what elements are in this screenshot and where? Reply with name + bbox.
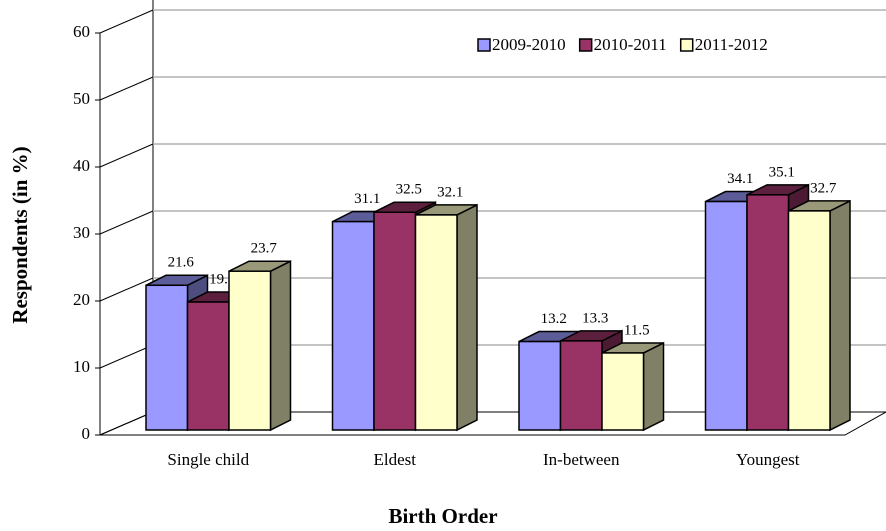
- bar: [373, 211, 417, 431]
- bar: [787, 210, 831, 431]
- x-tick-label: Single child: [167, 450, 249, 469]
- value-label: 23.7: [251, 241, 278, 257]
- bar: [145, 284, 189, 431]
- bar-side: [456, 203, 478, 432]
- y-tick-label: 40: [73, 156, 90, 175]
- value-label: 34.1: [727, 171, 753, 187]
- depth-line: [99, 210, 154, 235]
- y-tick-label: 50: [73, 89, 90, 108]
- x-tick-label: Eldest: [374, 450, 417, 469]
- y-tick-label: 0: [82, 424, 91, 443]
- bar: [746, 194, 790, 431]
- y-tick-label: 20: [73, 290, 90, 309]
- y-tick-label: 10: [73, 357, 90, 376]
- legend-swatch: [578, 38, 593, 52]
- bar: [601, 352, 645, 431]
- x-axis-title: Birth Order: [388, 504, 497, 528]
- legend-label: 2010-2011: [594, 35, 667, 54]
- value-label: 13.2: [541, 311, 567, 327]
- bar: [414, 214, 458, 431]
- value-label: 32.1: [437, 184, 463, 200]
- value-label: 31.1: [354, 191, 380, 207]
- legend-label: 2009-2010: [492, 35, 566, 54]
- depth-line: [99, 9, 154, 34]
- y-axis-title: Respondents (in %): [8, 146, 32, 323]
- bar-side: [269, 259, 292, 432]
- bar: [704, 200, 748, 431]
- x-tick-label: Youngest: [736, 450, 800, 469]
- value-label: 32.7: [810, 180, 837, 196]
- bar: [559, 340, 603, 431]
- y-tick-label: 60: [73, 22, 90, 41]
- bar: [518, 340, 562, 431]
- value-label: 35.1: [769, 164, 795, 180]
- bar: [186, 301, 230, 431]
- legend-swatch: [679, 38, 694, 52]
- y-tick-label: 30: [73, 223, 90, 242]
- value-label: 21.6: [168, 255, 195, 271]
- bar-side: [642, 341, 665, 432]
- bar: [331, 220, 375, 431]
- value-label: 32.5: [396, 182, 422, 198]
- value-label: 13.3: [582, 310, 608, 326]
- depth-line: [99, 344, 154, 369]
- depth-line: [99, 76, 154, 101]
- bar: [228, 270, 272, 431]
- depth-line: [99, 411, 154, 436]
- x-tick-label: In-between: [543, 450, 620, 469]
- depth-line: [99, 143, 154, 168]
- legend-swatch: [477, 38, 491, 52]
- legend-label: 2011-2012: [695, 35, 768, 54]
- value-label: 11.5: [624, 322, 650, 338]
- bar-side: [829, 199, 851, 432]
- depth-line: [99, 277, 154, 302]
